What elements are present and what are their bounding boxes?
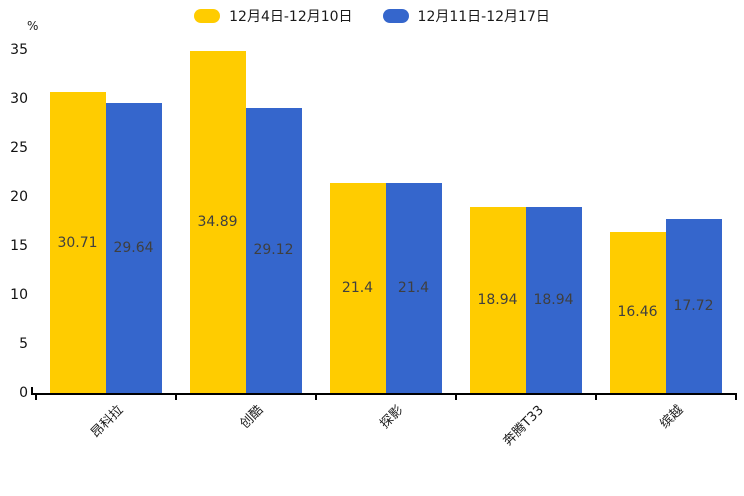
x-axis-tick [734,395,737,400]
bar-week2 [665,219,722,393]
bar-value-label: 21.4 [341,280,374,297]
legend-item-week2[interactable]: 12月11日-12月17日 [382,6,550,26]
bar-value-label: 16.46 [617,304,658,321]
chart-legend: 12月4日-12月10日 12月11日-12月17日 [0,6,744,26]
bar-value-label: 29.12 [253,242,294,259]
x-axis-label: 缤越 [657,402,687,432]
legend-item-week1[interactable]: 12月4日-12月10日 [194,6,353,26]
y-axis-tick-label: 20 [10,189,28,205]
bar-week1 [49,92,106,393]
x-axis-label: 创酷 [237,402,267,432]
x-axis-label: 探影 [377,402,407,432]
y-axis-tick-label: 0 [19,385,28,401]
bar-week1 [329,183,386,393]
y-axis-tick-label: 5 [19,336,28,352]
axis-corner-tick [31,387,33,395]
y-axis-tick-label: 30 [10,91,28,107]
bar-week1 [609,231,666,393]
y-axis-tick-label: 15 [10,238,28,254]
bar-value-label: 21.4 [397,280,430,297]
x-axis-tick [314,395,317,400]
bar-value-label: 18.94 [533,292,574,309]
bar-week1 [469,207,526,393]
legend-swatch-week1-icon [194,9,221,23]
legend-label-week2: 12月11日-12月17日 [417,9,550,25]
x-axis-tick [174,395,177,400]
bar-week2 [105,102,162,393]
legend-label-week1: 12月4日-12月10日 [229,9,353,25]
x-axis-tick [34,395,37,400]
y-axis-tick-label: 25 [10,140,28,156]
x-axis-tick [594,395,597,400]
legend-swatch-week2-icon [382,9,409,23]
bar-value-label: 30.71 [57,234,98,251]
y-axis-tick-label: 10 [10,287,28,303]
bar-week2 [385,183,442,393]
y-axis-unit-label: % [27,19,39,33]
bar-value-label: 29.64 [113,239,154,256]
bar-week2 [525,207,582,393]
bar-week2 [245,107,302,393]
bar-week1 [189,51,246,393]
bar-value-label: 18.94 [477,292,518,309]
x-axis-label: 奔腾T33 [500,402,547,450]
bar-value-label: 34.89 [197,214,238,231]
bar-value-label: 17.72 [673,298,714,315]
y-axis-tick-label: 35 [10,42,28,58]
x-axis-line [31,393,737,395]
x-axis-tick [454,395,457,400]
x-axis-label: 昂科拉 [88,402,127,442]
